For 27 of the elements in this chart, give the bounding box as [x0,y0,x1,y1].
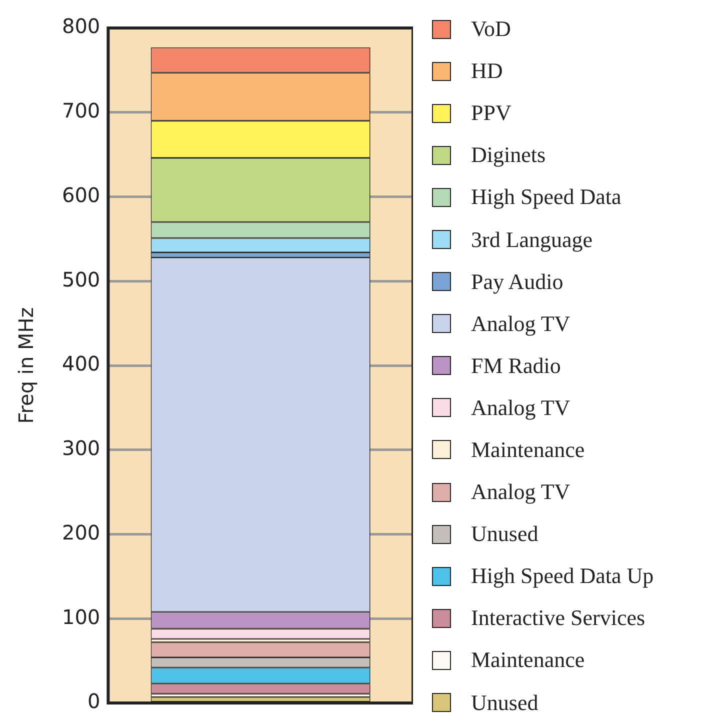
legend-label: Analog TV [471,479,570,506]
legend-label: 3rd Language [471,226,593,253]
legend-label: Unused [471,521,538,548]
legend-label: VoD [471,16,511,42]
y-tick-label: 300 [62,436,100,460]
legend-label: HD [471,58,503,84]
legend-label: Maintenance [471,647,585,674]
y-tick-label: 0 [87,689,100,714]
y-tick-label: 700 [62,98,100,123]
y-tick-label: 400 [62,352,100,376]
legend-label: High Speed Data [471,184,622,210]
y-tick-label: 800 [62,14,100,38]
legend-label: Maintenance [471,436,585,463]
y-tick-label: 600 [62,182,100,207]
y-tick-label: 100 [62,604,100,629]
legend-label: PPV [471,100,512,126]
legend-label: Interactive Services [471,605,646,632]
legend-label: Diginets [471,142,546,168]
legend-label: Analog TV [471,394,570,421]
legend-label: Unused [471,690,538,716]
y-axis-title: Freq in MHz [14,307,38,424]
legend-label: High Speed Data Up [471,563,654,590]
legend-label: Pay Audio [471,268,564,295]
y-tick-label: 500 [62,267,100,292]
text: Analog TV [471,310,570,337]
y-tick-label: 200 [62,520,100,544]
legend-label: FM Radio [471,352,561,379]
